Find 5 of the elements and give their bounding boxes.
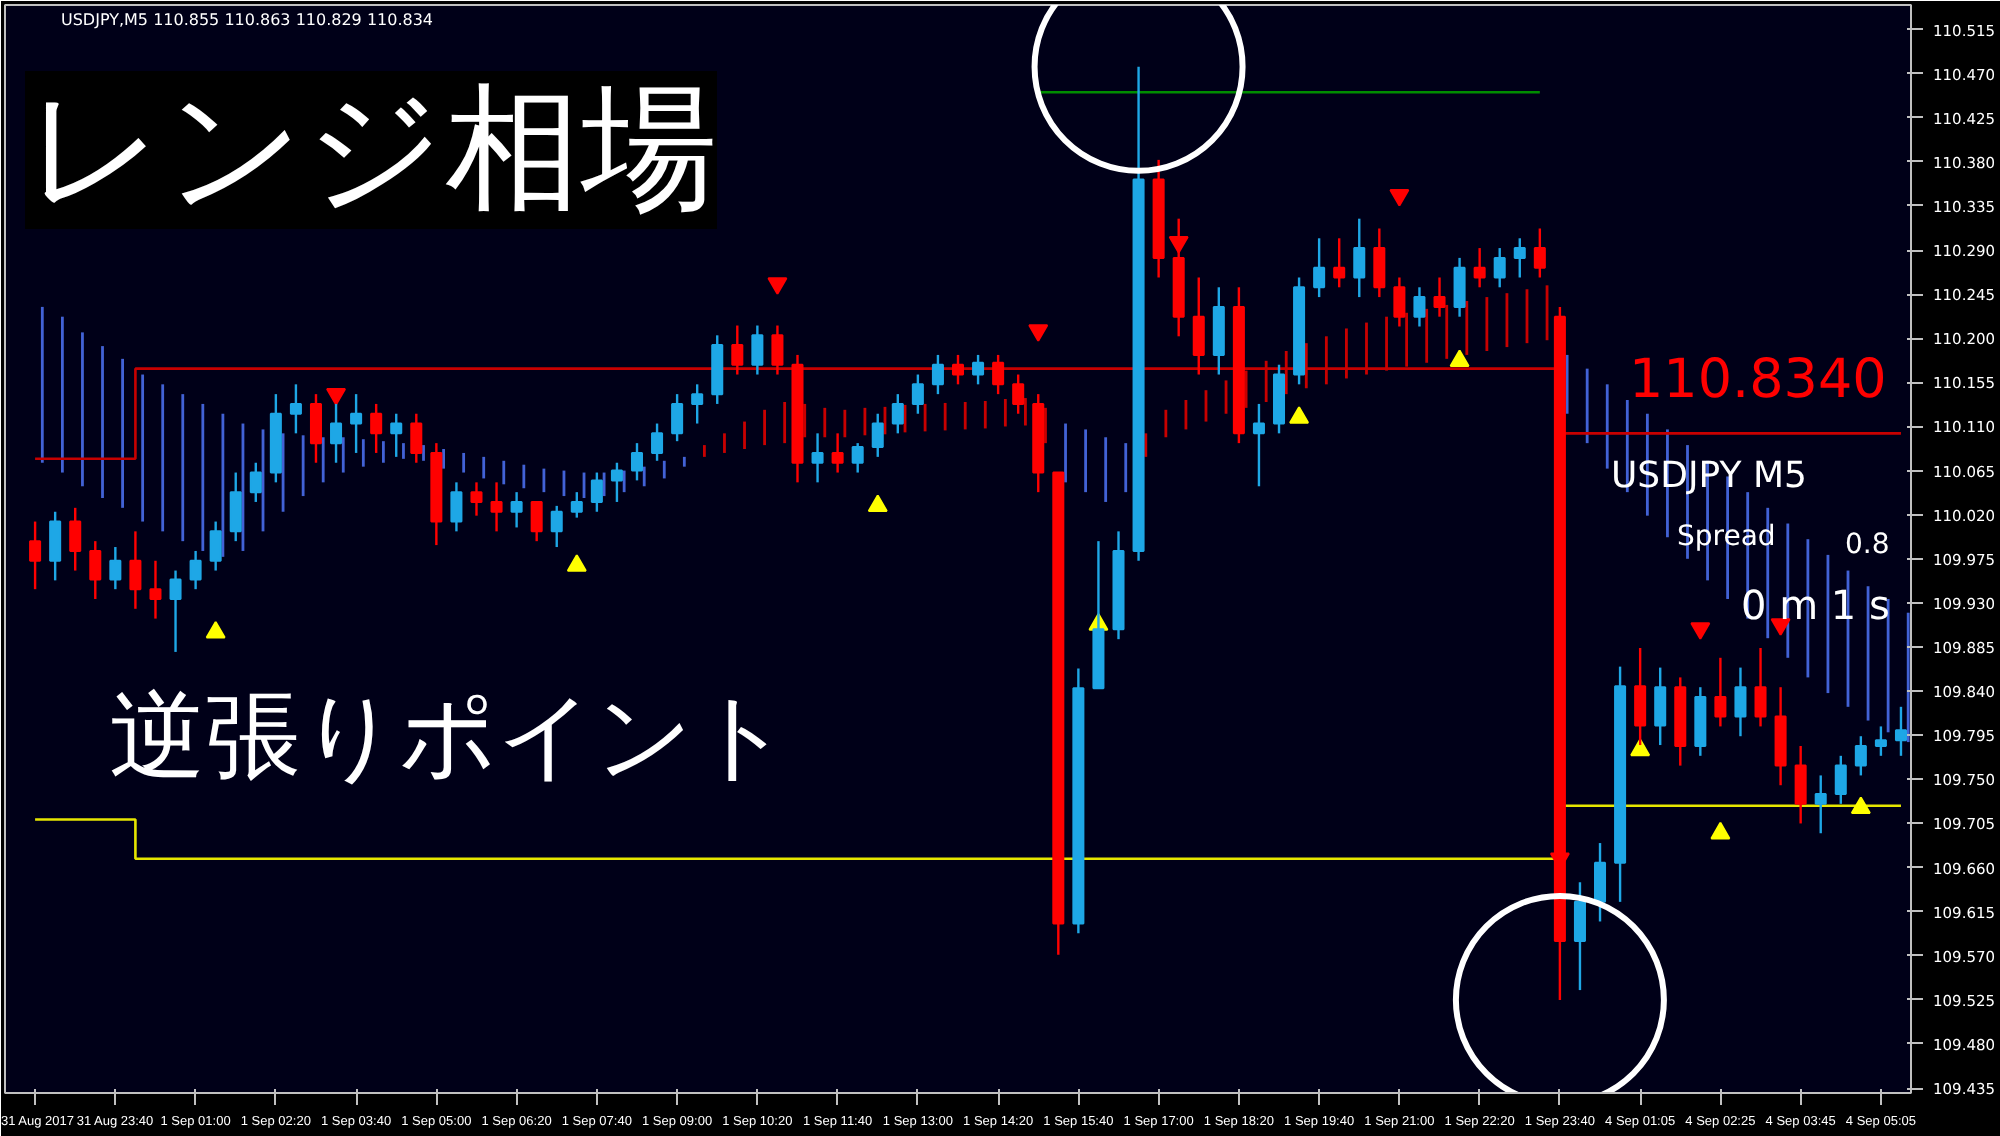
annotation: 110.8340 — [1629, 349, 1887, 411]
annotation: 逆張りポイント — [109, 681, 791, 793]
text: レンジ相場 — [25, 71, 717, 229]
annotation: 0.8 — [1845, 529, 1890, 561]
annotation: USDJPY,M5 110.855 110.863 110.829 110.834 — [61, 11, 434, 29]
